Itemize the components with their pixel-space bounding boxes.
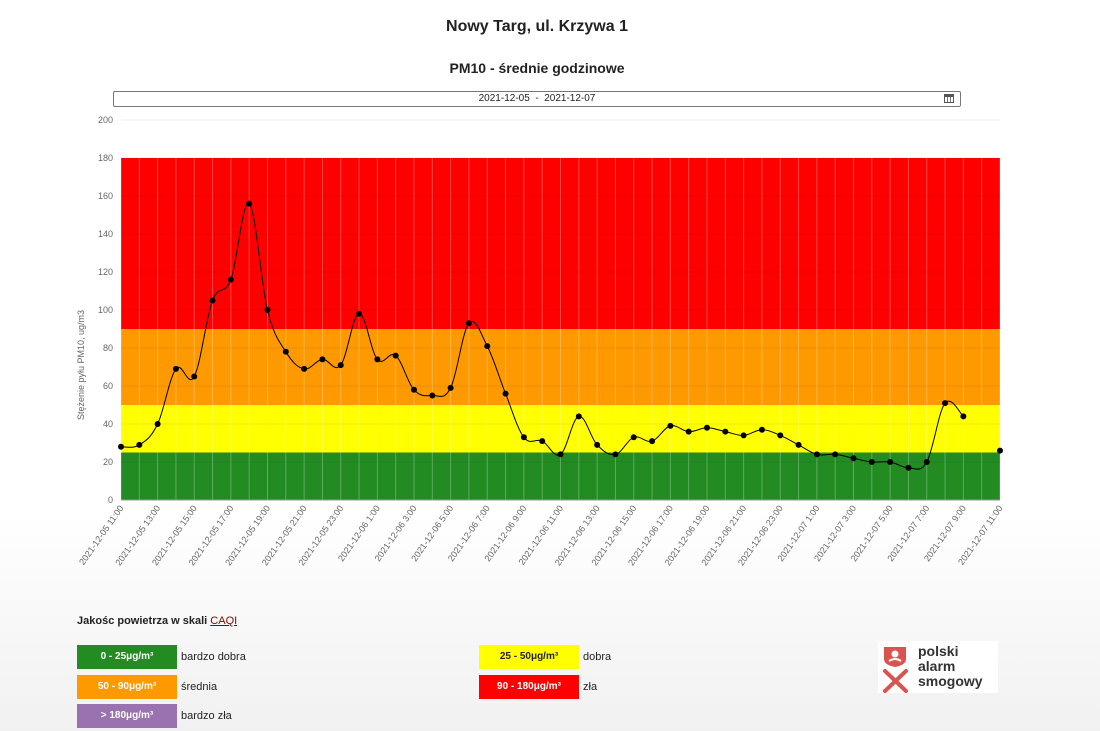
legend-label-bad: zła xyxy=(583,681,598,693)
data-point xyxy=(301,365,308,372)
data-point xyxy=(557,451,564,458)
legend-label-very-good: bardzo dobra xyxy=(181,651,246,663)
legend-swatch-medium: 50 - 90μg/m³ xyxy=(77,675,177,699)
date-range-text: 2021-12-05 - 2021-12-07 xyxy=(478,93,596,104)
date-range-picker[interactable]: 2021-12-05 - 2021-12-07 xyxy=(113,91,961,107)
data-point xyxy=(612,451,619,458)
y-tick-label: 40 xyxy=(103,419,113,429)
data-point xyxy=(411,386,417,393)
data-point xyxy=(740,432,747,439)
legend-label-good: dobra xyxy=(583,651,612,663)
data-point xyxy=(319,356,326,363)
data-point xyxy=(758,426,765,433)
y-tick-label: 20 xyxy=(103,457,113,467)
y-tick-label: 140 xyxy=(98,229,113,239)
data-point xyxy=(960,413,967,420)
data-point xyxy=(502,390,509,397)
data-point xyxy=(942,400,949,407)
data-point xyxy=(850,455,857,462)
data-point xyxy=(539,438,546,445)
data-point xyxy=(887,459,894,465)
quality-band-1 xyxy=(121,405,1000,453)
data-point xyxy=(209,297,216,304)
data-point xyxy=(465,320,472,327)
y-axis-label: Stężenie pyłu PM10, ug/m3 xyxy=(76,310,86,420)
data-point xyxy=(172,365,179,372)
data-point xyxy=(246,200,253,207)
data-point xyxy=(429,392,436,399)
y-axis: 0 20 40 60 80 100 120 140 160 180 200 xyxy=(98,115,113,505)
data-point xyxy=(777,432,784,439)
logo-text: polski alarm smogowy xyxy=(918,643,983,689)
legend-swatch-good: 25 - 50μg/m³ xyxy=(479,645,579,669)
data-point xyxy=(447,384,454,391)
pm10-series xyxy=(118,200,1003,471)
data-point xyxy=(594,441,601,448)
data-point xyxy=(795,441,802,448)
polski-alarm-smogowy-logo[interactable]: polski alarm smogowy xyxy=(878,641,998,693)
data-point xyxy=(704,424,710,431)
data-point xyxy=(136,441,143,448)
data-point xyxy=(118,443,124,450)
data-point xyxy=(337,362,344,369)
data-point xyxy=(813,451,820,458)
data-point xyxy=(923,459,930,465)
data-point xyxy=(392,352,399,359)
data-point xyxy=(905,464,912,471)
chart-title: Nowy Targ, ul. Krzywa 1 xyxy=(446,18,628,35)
calendar-icon[interactable] xyxy=(944,94,954,103)
legend-title: Jakośc powietrza w skali CAQI xyxy=(77,615,238,627)
data-point xyxy=(282,348,289,355)
data-point xyxy=(667,422,674,429)
legend-swatch-bad: 90 - 180μg/m³ xyxy=(479,675,579,699)
legend-swatch-very-bad: > 180μg/m³ xyxy=(77,704,177,728)
data-point xyxy=(997,447,1003,454)
quality-bands xyxy=(121,158,1000,500)
data-point xyxy=(356,310,363,317)
y-tick-label: 120 xyxy=(98,267,113,277)
data-point xyxy=(520,434,527,441)
data-point xyxy=(484,343,491,350)
smog-mask-icon xyxy=(883,647,908,693)
legend-label-very-bad: bardzo zła xyxy=(181,710,232,722)
y-tick-label: 80 xyxy=(103,343,113,353)
y-tick-label: 200 xyxy=(98,115,113,125)
data-point xyxy=(227,276,234,283)
data-point xyxy=(191,373,198,380)
data-point xyxy=(832,451,839,458)
chart-subtitle: PM10 - średnie godzinowe xyxy=(449,60,625,76)
quality-band-2 xyxy=(121,329,1000,405)
legend-label-medium: średnia xyxy=(181,681,218,693)
data-point xyxy=(154,421,161,427)
quality-band-3 xyxy=(121,158,1000,329)
legend-swatch-very-good: 0 - 25μg/m³ xyxy=(77,645,177,669)
data-point xyxy=(685,428,692,435)
y-tick-label: 180 xyxy=(98,153,113,163)
data-point xyxy=(374,356,381,363)
data-point xyxy=(868,459,875,465)
data-point xyxy=(264,307,271,313)
data-point xyxy=(630,434,637,441)
data-point xyxy=(649,438,656,445)
y-tick-label: 100 xyxy=(98,305,113,315)
y-tick-label: 160 xyxy=(98,191,113,201)
data-point xyxy=(575,413,582,420)
y-tick-label: 60 xyxy=(103,381,113,391)
data-point xyxy=(722,428,729,435)
y-tick-label: 0 xyxy=(108,495,113,505)
pm10-chart: 0 20 40 60 80 100 120 140 160 180 200 2021-12-05 1… xyxy=(76,115,1005,567)
caqi-link[interactable]: CAQI xyxy=(210,615,238,627)
